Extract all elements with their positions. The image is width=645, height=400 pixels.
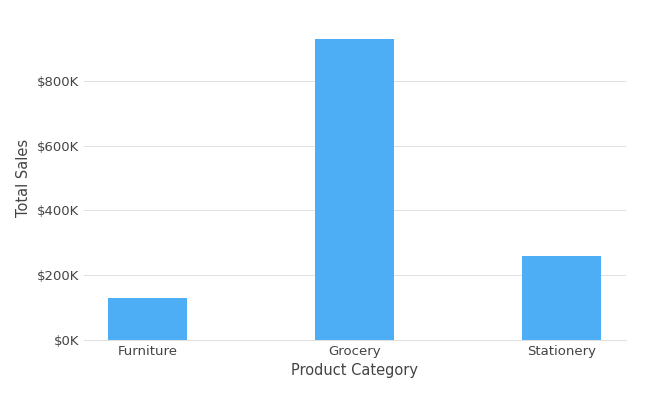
Y-axis label: Total Sales: Total Sales <box>16 139 31 217</box>
Bar <box>522 256 601 340</box>
Bar <box>108 298 187 340</box>
X-axis label: Product Category: Product Category <box>292 364 418 378</box>
Bar <box>315 39 394 340</box>
